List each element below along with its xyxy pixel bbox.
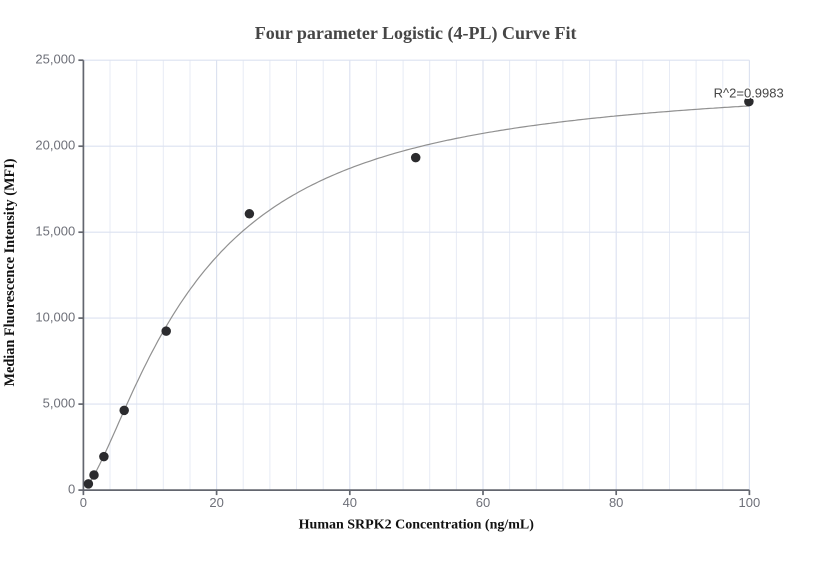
svg-text:100: 100 [739,495,761,510]
svg-text:0: 0 [80,495,87,510]
svg-text:25,000: 25,000 [35,52,75,67]
svg-text:15,000: 15,000 [35,224,75,239]
svg-text:40: 40 [343,495,357,510]
svg-text:20: 20 [209,495,223,510]
svg-text:60: 60 [476,495,490,510]
svg-text:0: 0 [68,481,75,496]
svg-text:80: 80 [609,495,623,510]
svg-text:20,000: 20,000 [35,138,75,153]
svg-text:Four parameter Logistic (4-PL): Four parameter Logistic (4-PL) Curve Fit [255,23,577,44]
svg-text:R^2=0.9983: R^2=0.9983 [714,85,784,100]
svg-text:10,000: 10,000 [35,309,75,324]
svg-text:5,000: 5,000 [43,395,76,410]
svg-text:Median Fluorescence Intensity: Median Fluorescence Intensity (MFI) [2,158,18,386]
svg-text:Human SRPK2 Concentration (ng/: Human SRPK2 Concentration (ng/mL) [299,518,535,533]
